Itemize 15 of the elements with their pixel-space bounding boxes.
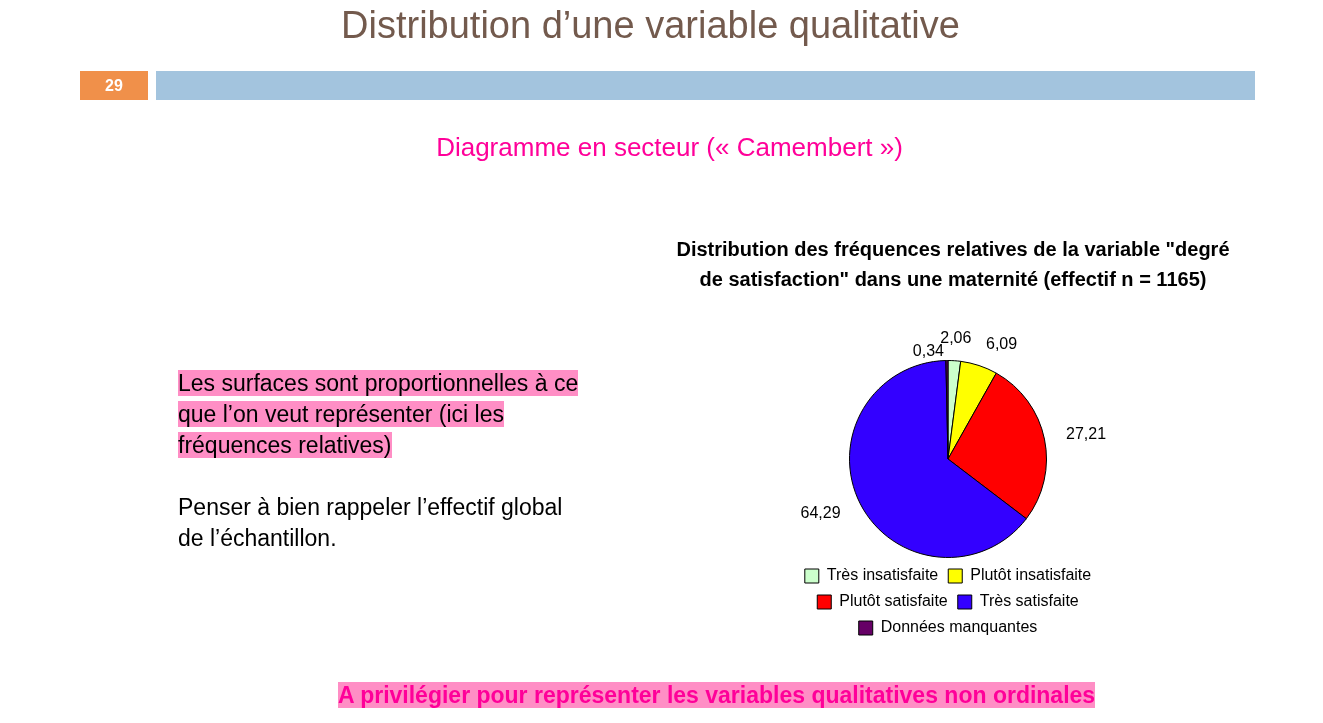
data-label: 6,09 (986, 335, 1018, 353)
chart-title: Distribution des fréquences relatives de la variable "degré de satisfaction" dans une maternité (effectif n = 1165) (675, 237, 1231, 292)
legend-label: Plutôt satisfaite (839, 592, 948, 610)
data-label: 27,21 (1066, 425, 1107, 443)
legend-label: Plutôt insatisfaite (970, 566, 1092, 584)
text: Penser à bien rappeler l’effectif global de l’échantillon. (178, 493, 564, 553)
text: Les surfaces sont proportionnelles à ce que l’on veut représenter (ici les fréquences relatives) (178, 370, 579, 458)
text: A privilégier pour représenter les variables qualitatives non ordinales (338, 682, 1096, 708)
text: 29 (80, 71, 148, 100)
text: Diagramme en secteur (« Camembert ») (435, 132, 904, 163)
legend-label: Très satisfaite (979, 592, 1079, 610)
text: Distribution d’une variable qualitative (340, 7, 961, 47)
legend-label: Données manquantes (880, 618, 1038, 636)
data-label: 64,29 (800, 504, 841, 522)
legend-label: Très insatisfaite (826, 566, 939, 584)
